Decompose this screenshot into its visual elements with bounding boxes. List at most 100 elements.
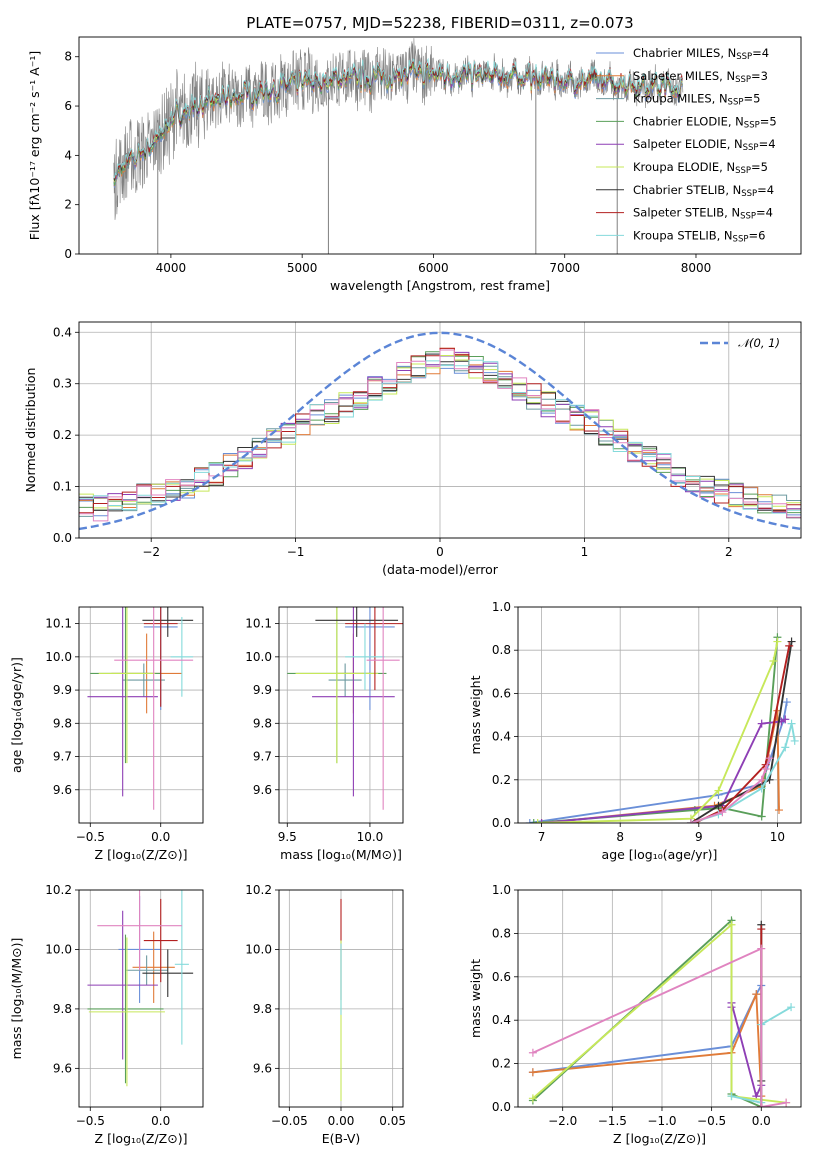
y-tick-label: 9.8 <box>253 716 272 730</box>
y-axis-label: mass weight <box>468 959 483 1038</box>
y-tick-label: 0.0 <box>492 1100 511 1114</box>
series-marker <box>727 920 736 929</box>
y-tick-label: 9.6 <box>53 783 72 797</box>
series-marker <box>773 637 782 646</box>
series-marker <box>785 641 794 650</box>
series-line <box>541 718 786 823</box>
x-tick-label: −1 <box>287 545 305 559</box>
y-axis-label: mass [log₁₀(M/M⊙)] <box>9 938 24 1060</box>
errorbar-point <box>170 616 194 697</box>
x-tick-label: 0.00 <box>328 1114 355 1128</box>
series-kroupa-elodie <box>533 637 782 823</box>
series-marker <box>757 719 766 728</box>
normal-curve <box>79 331 801 531</box>
y-tick-label: 9.6 <box>53 1061 72 1075</box>
panel-spectrum: 4000 5000 6000 7000 8000 0 2 4 6 8 wavelength [Ang… <box>27 36 802 293</box>
axes-frame <box>78 36 802 255</box>
y-tick-label: 0.4 <box>53 325 72 339</box>
plot-area <box>287 607 403 810</box>
errorbar-point <box>295 607 379 764</box>
x-axis-label: mass [log₁₀(M/M⊙)] <box>280 847 402 862</box>
axes-frame <box>517 889 802 1108</box>
x-tick-label: −2.0 <box>548 1114 577 1128</box>
x-tick-label: 6000 <box>418 261 449 275</box>
y-tick-label: 9.6 <box>253 1061 272 1075</box>
chart-title: PLATE=0757, MJD=52238, FIBERID=0311, z=0… <box>246 14 633 32</box>
x-tick-label: −0.05 <box>271 1114 308 1128</box>
errorbar-point <box>143 898 178 983</box>
errorbar-point <box>114 607 194 810</box>
series-chabrier-elodie <box>528 916 766 1107</box>
x-axis-label: (data-model)/error <box>382 562 499 577</box>
y-tick-label: 10.1 <box>245 617 272 631</box>
y-tick-label: 0.4 <box>492 730 511 744</box>
panel-residuals: −2 −1 0 1 2 0.0 0.1 0.2 0.3 0.4 (data-model)/error… <box>23 321 802 577</box>
series-marker <box>761 765 770 773</box>
y-tick-label: 0.0 <box>492 816 511 830</box>
series-marker <box>714 801 723 810</box>
panel-mw-vs-age: 7 8 9 10 0.0 0.2 0.4 0.6 0.8 1.0 age [log₁₀(age/yr… <box>468 600 802 862</box>
series-marker <box>537 819 546 823</box>
panel-mw-vs-Z: −2.0 −1.5 −1.0 −0.5 0.0 0.0 0.2 0.4 0.6 0.8 1.0 Z [… <box>468 883 802 1146</box>
x-tick-label: 8000 <box>681 261 712 275</box>
series-marker <box>528 1094 537 1103</box>
series-line <box>690 641 793 823</box>
spectrum-data-line <box>113 38 684 220</box>
series-marker <box>787 637 796 646</box>
errorbar-point <box>143 607 178 707</box>
series-salpeter-elodie-pink <box>528 944 791 1107</box>
x-tick-label: 8 <box>616 830 624 844</box>
x-tick-label: 9 <box>695 830 703 844</box>
legend-label: Kroupa MILES, NSSP=5 <box>633 92 760 108</box>
errorbar-point <box>87 934 164 1084</box>
series-marker <box>690 806 699 815</box>
series-marker <box>757 784 766 793</box>
series-marker <box>533 819 542 823</box>
grid <box>279 607 403 823</box>
x-tick-label: −0.5 <box>76 830 105 844</box>
series-marker <box>765 754 774 763</box>
y-axis-label: age [log₁₀(age/yr)] <box>9 657 24 773</box>
y-tick-label: 0.8 <box>492 643 511 657</box>
y-tick-label: 0.2 <box>492 773 511 787</box>
y-tick-label: 9.8 <box>53 716 72 730</box>
y-tick-label: 0.2 <box>492 1057 511 1071</box>
plot-area <box>87 890 194 1087</box>
x-axis-label: Z [log₁₀(Z/Z⊙)] <box>95 847 188 862</box>
x-tick-label: 5000 <box>287 261 318 275</box>
y-tick-label: 8 <box>64 50 72 64</box>
series-marker <box>757 944 766 953</box>
y-tick-label: 1.0 <box>492 600 511 614</box>
series-line <box>532 985 763 1074</box>
x-tick-label: 0.0 <box>151 830 170 844</box>
series-marker <box>782 1098 791 1107</box>
legend-label: Kroupa ELODIE, NSSP=5 <box>633 160 768 176</box>
y-tick-label: 9.6 <box>253 783 272 797</box>
errorbar-point <box>125 955 168 986</box>
series-marker <box>774 806 783 815</box>
errorbar-point <box>142 949 194 998</box>
series-kroupa-stelib <box>686 719 799 823</box>
y-tick-label: 0.6 <box>492 970 511 984</box>
legend-label: 𝒩(0, 1) <box>738 336 780 350</box>
panel-mass-vs-EBV: −0.05 0.00 0.05 9.6 9.8 10.0 10.2 E(B-V) <box>245 883 406 1146</box>
series-marker <box>690 819 699 823</box>
y-tick-label: 6 <box>64 99 72 113</box>
x-axis-label: age [log₁₀(age/yr)] <box>602 847 718 862</box>
x-axis-label: E(B-V) <box>322 1131 361 1146</box>
x-tick-label: 10.0 <box>357 830 384 844</box>
series-line <box>532 922 787 1104</box>
legend-label: Chabrier STELIB, NSSP=4 <box>633 183 774 199</box>
series-marker <box>528 1068 537 1077</box>
y-axis-label: Flux [fλ10⁻¹⁷ erg cm⁻² s⁻¹ A⁻¹] <box>27 51 42 240</box>
y-tick-label: 9.7 <box>53 750 72 764</box>
series-marker <box>757 925 766 934</box>
errorbar-point <box>174 890 189 1045</box>
errorbar-point <box>345 607 403 691</box>
y-tick-label: 10.0 <box>45 650 72 664</box>
grid <box>79 889 203 1107</box>
y-tick-label: 0.2 <box>53 428 72 442</box>
axes-frame <box>78 606 204 824</box>
errorbar-point <box>315 607 399 637</box>
series-marker <box>787 719 796 728</box>
